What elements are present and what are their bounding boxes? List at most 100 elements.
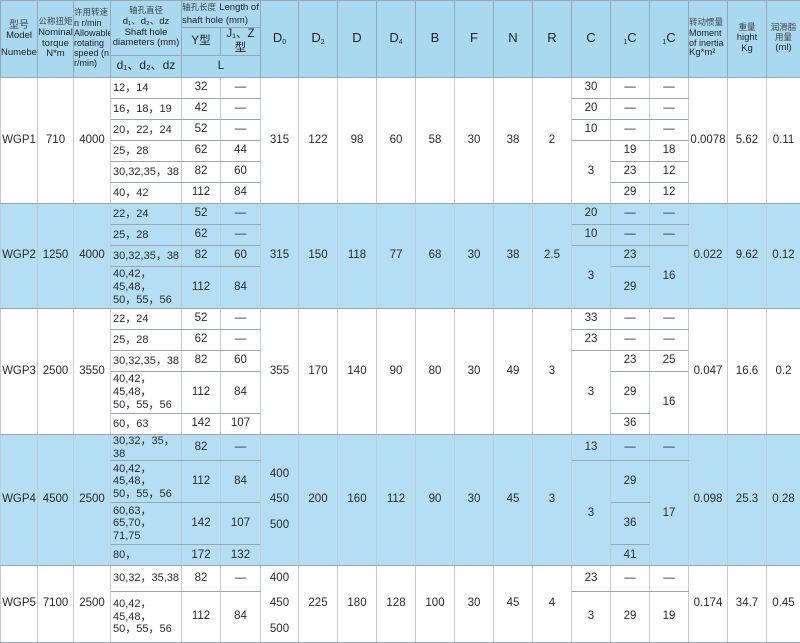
length-y-cell: 52 [181, 118, 221, 141]
c1-cell: — [610, 76, 650, 99]
table-row: 80， 172 132 41 [1, 544, 800, 567]
model-cell: WGP3 [0, 307, 38, 435]
length-y-cell: 142 [181, 502, 221, 546]
header-length-l: L [181, 54, 261, 78]
n-cell: 45 [493, 565, 533, 643]
length-j-cell: 84 [220, 181, 261, 204]
r-cell: 3 [532, 307, 572, 435]
c-cell: 13 [571, 433, 611, 462]
length-j-cell: — [220, 97, 261, 120]
c-cell: 33 [571, 307, 611, 330]
table-row: 16，18，19 42—20— — [1, 97, 800, 120]
model-cell: WGP1 [0, 76, 38, 204]
bore-diameter-cell: 30,32，35,38 [110, 565, 182, 592]
inertia-en: Moment of inertia [689, 27, 724, 48]
length-y-cell: 32 [181, 76, 221, 99]
grease-cell: 0.12 [766, 202, 800, 309]
length-j-cell: — [220, 307, 261, 330]
d4-cell: 60 [376, 76, 416, 204]
n-cell: 45 [493, 433, 533, 567]
c2-cell: — [649, 433, 689, 462]
c2-cell: — [649, 565, 689, 592]
n-cell: 49 [493, 307, 533, 435]
model-cell: WGP4 [0, 433, 38, 567]
length-y-cell: 62 [181, 223, 221, 246]
grease-cell: 0.28 [766, 433, 800, 567]
c1-cell: — [610, 565, 650, 592]
length-j-cell: 84 [220, 370, 261, 414]
d2-cell: 150 [298, 202, 338, 309]
b-cell: 58 [415, 76, 455, 204]
table-row: 60,63，65,70， 71,75 142 107 36 [1, 502, 800, 546]
c2-cell: — [649, 328, 689, 351]
d2-cell: 122 [298, 76, 338, 204]
c-cell: 3 [571, 460, 611, 567]
c1-cell: 41 [610, 544, 650, 567]
header-grease: 润滑脂用量 (ml) [766, 0, 800, 78]
length-y-cell: 172 [181, 544, 221, 567]
length-y-cell: 62 [181, 139, 221, 162]
length-j-cell: 60 [220, 349, 261, 372]
torque-en: Nominal torque [38, 27, 73, 49]
inertia-cell: 0.0078 [688, 76, 728, 204]
length-j-cell: 107 [220, 502, 261, 546]
length-j-cell: — [220, 565, 261, 592]
c2-cell: 25 [649, 349, 689, 372]
length-y-cell: 42 [181, 97, 221, 120]
header-b: B [415, 0, 455, 78]
d2-cell: 200 [298, 433, 338, 567]
inertia-cn: 转动惯量 [689, 17, 724, 28]
f-cell: 30 [454, 307, 494, 435]
length-j-cell: 60 [220, 244, 261, 267]
table-body: WGP1 710 4000 12，14 32—315 122 98 60 58 30 38 2 30— —… [0, 76, 800, 643]
c1-cell: — [610, 433, 650, 462]
bore-diameter-cell: 30,32,35，38 [110, 349, 182, 372]
header-inertia: 转动惯量 Moment of inertia Kg*m² [688, 0, 728, 78]
length-y-cell: 82 [181, 244, 221, 267]
bore-diameter-cell: 30,32,35，38 [110, 244, 182, 267]
c-cell: 3 [571, 590, 611, 643]
header-d: D [337, 0, 377, 78]
c-cell: 20 [571, 97, 611, 120]
table-row: WGP2 1250 4000 22，24 52—315 150 118 77 68 30 38 2.5… [0, 202, 800, 309]
weight-en: hight [736, 32, 758, 44]
length-y-cell: 82 [181, 349, 221, 372]
c2-cell: 12 [649, 181, 689, 204]
c1-cell: 36 [610, 502, 650, 546]
c-cell: 3 [571, 349, 611, 435]
length-j-cell: 84 [220, 265, 261, 309]
model-cell: WGP2 [0, 202, 38, 309]
c1-cell: — [610, 202, 650, 225]
d-cell: 180 [337, 565, 377, 643]
c1-cell: — [610, 97, 650, 120]
d4-cell: 77 [376, 202, 416, 309]
length-j-cell: — [220, 328, 261, 351]
table-row: 40,42，45,48， 50，55，56 112 84 3 29 19 [1, 590, 800, 643]
bore-diameter-cell: 60，63 [110, 412, 182, 435]
speed-cell: 4000 [73, 76, 111, 204]
torque-cell: 2500 [37, 307, 74, 435]
c2-cell: — [649, 202, 689, 225]
length-y-cell: 82 [181, 160, 221, 183]
inertia-cell: 0.022 [688, 202, 728, 309]
c1-cell: — [610, 307, 650, 330]
r-cell: 3 [532, 433, 572, 567]
f-cell: 30 [454, 202, 494, 309]
length-y-cell: 142 [181, 412, 221, 435]
weight-unit: Kg [741, 42, 753, 54]
model-en: Model [6, 30, 32, 42]
model-cn: 型号 [9, 19, 29, 31]
c-cell: 23 [571, 328, 611, 351]
d0-cell: 400 450 500 [260, 565, 299, 643]
c2-cell: 12 [649, 160, 689, 183]
length-y-cell: 52 [181, 202, 221, 225]
header-speed: 许用转速 n r/min Allowable rotating speed (n… [73, 0, 111, 78]
b-cell: 80 [415, 307, 455, 435]
c1-cell: 23 [610, 244, 650, 267]
c-cell: 20 [571, 202, 611, 225]
d2-cell: 170 [298, 307, 338, 435]
c1-cell: 19 [610, 139, 650, 162]
length-y-cell: 82 [181, 565, 221, 592]
table-row: 25，28 62 44 3 19 18 [1, 139, 800, 204]
